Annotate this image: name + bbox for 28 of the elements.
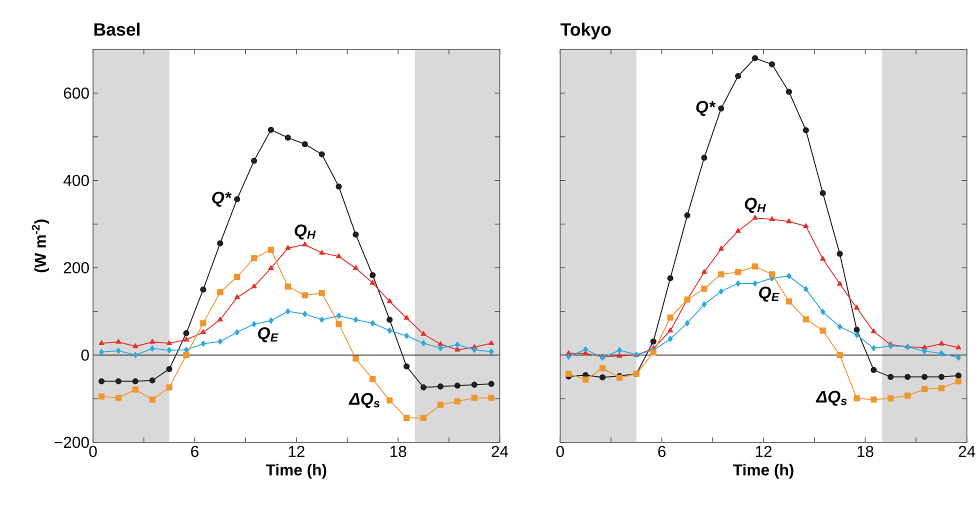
series-label: Q$_{E}$: [258, 327, 278, 342]
series-label: ΔQ$_{s}$: [348, 393, 380, 408]
series-label: Q*: [212, 192, 232, 207]
x-tick-label: 0: [556, 446, 564, 458]
x-tick-label: 12: [756, 446, 772, 458]
series-label: Q$_{H}$: [294, 224, 316, 240]
series-label: Q$_{H}$: [744, 198, 766, 214]
x-tick-label: 12: [288, 446, 304, 458]
x-tick-label: 24: [492, 446, 508, 458]
x-axis-title: Time (h): [266, 464, 326, 479]
x-tick-label: 6: [191, 446, 198, 458]
series-label: Q*: [696, 101, 716, 116]
x-tick-label: 0: [89, 446, 97, 458]
y-tick-label: 0: [81, 350, 89, 361]
y-tick-label: 400: [63, 175, 89, 186]
y-tick-label: 200: [64, 262, 89, 274]
chart-title: Tokyo: [560, 22, 611, 40]
x-axis-title: Time (h): [733, 464, 794, 479]
y-tick-label: 600: [64, 88, 89, 99]
x-tick-label: 24: [958, 446, 976, 458]
series-label: ΔQ$_{s}$: [816, 390, 847, 406]
x-tick-label: 6: [658, 446, 666, 458]
y-tick-label: −200: [54, 436, 89, 448]
y-axis-title: (W m$^{-2}$): [32, 220, 50, 272]
chart-title: Basel: [94, 22, 140, 36]
series-label: Q$_{E}$: [759, 286, 780, 302]
x-tick-label: 18: [390, 446, 406, 458]
x-tick-label: 18: [858, 446, 874, 458]
